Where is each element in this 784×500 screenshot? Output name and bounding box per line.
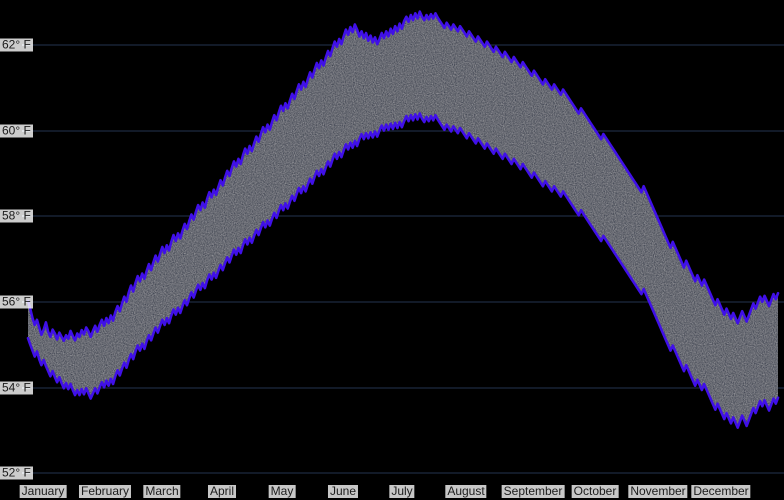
y-axis-tick-label: 58° F [0,208,33,223]
x-axis-tick-label: June [327,484,359,498]
y-axis-tick-label: 52° F [0,465,33,480]
x-axis-tick-label: May [268,484,296,498]
x-axis-tick-label: July [389,484,415,498]
y-axis-tick-label: 56° F [0,294,33,309]
x-axis-tick-label: October [571,484,619,498]
x-axis-tick-label: February [78,484,132,498]
x-axis-tick-label: April [207,484,237,498]
x-axis-tick-label: March [143,484,181,498]
x-axis-tick-label: December [691,484,751,498]
temperature-lines [26,10,780,429]
average-low-line [26,112,780,429]
x-axis-tick-label: November [628,484,688,498]
x-axis-tick-label: January [19,484,67,498]
x-axis-tick-label: August [445,484,487,498]
y-axis-tick-label: 60° F [0,123,33,138]
average-high-line [26,10,780,343]
y-axis-tick-label: 62° F [0,37,33,52]
x-axis-tick-label: September [501,484,565,498]
y-axis-tick-label: 54° F [0,380,33,395]
temperature-band [28,11,778,428]
